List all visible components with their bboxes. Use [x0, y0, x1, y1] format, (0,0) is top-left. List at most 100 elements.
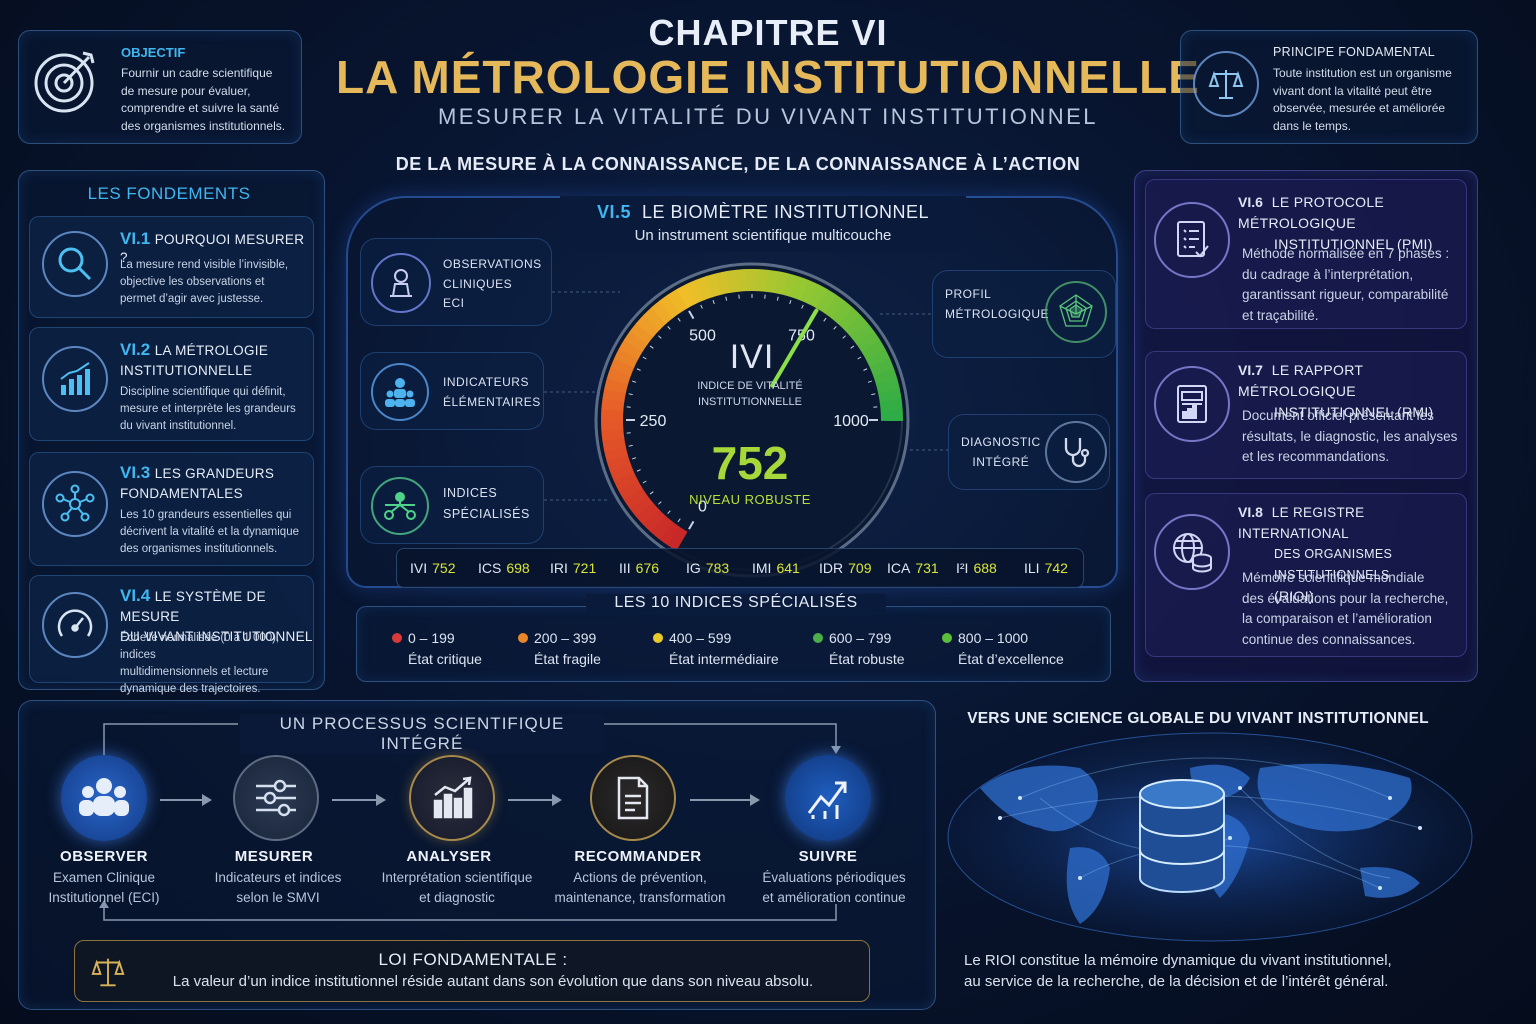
card-vi7[interactable]: VI.7 LE RAPPORT MÉTROLOGIQUE INSTITUTIONN… — [1145, 351, 1467, 479]
scales-icon — [1193, 51, 1259, 117]
legend-title: LES 10 INDICES SPÉCIALISÉS — [586, 594, 886, 612]
gauge-tick — [628, 444, 633, 447]
report-icon — [1154, 366, 1230, 442]
index-item-3[interactable]: III 676 — [619, 552, 659, 584]
index-item-1[interactable]: ICS 698 — [478, 552, 530, 584]
index-name: ICA — [887, 560, 911, 576]
legend-dot — [813, 633, 823, 643]
legend-dot — [653, 633, 663, 643]
index-name: IRI — [550, 560, 568, 576]
index-value: 742 — [1044, 560, 1068, 576]
fondement-card-vi4[interactable]: VI.4 LE SYSTÈME DE MESURE DU VIVANT INSTI… — [29, 575, 314, 695]
fondement-card-vi2[interactable]: VI.2 LA MÉTROLOGIE INSTITUTIONNELLE Disci… — [29, 327, 314, 441]
principe-title: PRINCIPE FONDAMENTAL — [1273, 45, 1436, 59]
fondement-num: VI.3 — [120, 463, 151, 482]
input-observations[interactable]: OBSERVATIONS CLINIQUES ECI — [360, 238, 552, 326]
fondement-title: LE SYSTÈME DE MESURE — [120, 589, 266, 624]
gauge-caption: INDICE DE VITALITÉ INSTITUTIONNELLE — [697, 380, 803, 408]
gauge-tick — [658, 501, 662, 505]
people-icon — [371, 363, 429, 421]
gauge-tick — [636, 469, 641, 472]
step-recommander-icon[interactable] — [590, 755, 676, 841]
step-arrow — [508, 794, 562, 806]
step-mesurer-icon[interactable] — [233, 755, 319, 841]
target-icon — [31, 45, 101, 115]
input-indices[interactable]: INDICES SPÉCIALISÉS — [360, 466, 544, 544]
index-value: 698 — [506, 560, 530, 576]
fondement-num: VI.2 — [120, 340, 151, 359]
legend-dot — [942, 633, 952, 643]
index-item-8[interactable]: I²I 688 — [956, 552, 997, 584]
index-value: 676 — [635, 560, 660, 576]
global-text: Le RIOI constitue la mémoire dynamique d… — [964, 952, 1392, 990]
network-icon — [42, 471, 108, 537]
step-suivre-icon[interactable] — [785, 755, 871, 841]
biometre-title: LE BIOMÈTRE INSTITUTIONNEL — [642, 202, 930, 222]
card-title: LE RAPPORT MÉTROLOGIQUE — [1238, 362, 1363, 399]
gauge-tick-label: 500 — [689, 327, 716, 344]
index-item-4[interactable]: IG 783 — [686, 552, 729, 584]
legend-label: État intermédiaire — [669, 651, 779, 667]
world-map — [947, 732, 1473, 942]
gauge-tick — [801, 304, 804, 309]
tagline: DE LA MESURE À LA CONNAISSANCE, DE LA CO… — [395, 154, 1081, 174]
index-value: 752 — [432, 560, 456, 576]
fondement-title: LA MÉTROLOGIE — [154, 343, 269, 358]
output-profil[interactable]: PROFIL MÉTROLOGIQUE — [932, 270, 1116, 358]
index-item-0[interactable]: IVI 752 — [410, 552, 455, 584]
index-strip — [396, 548, 1084, 588]
stethoscope-icon — [1045, 421, 1107, 483]
step-title: ANALYSER — [406, 848, 492, 865]
step-title: MESURER — [234, 848, 314, 865]
gauge-tick — [649, 345, 654, 349]
card-title: LE PROTOCOLE MÉTROLOGIQUE — [1238, 194, 1385, 231]
loi-text: La valeur d’un indice institutionnel rés… — [172, 973, 814, 990]
index-item-2[interactable]: IRI 721 — [550, 552, 596, 584]
index-item-9[interactable]: ILI 742 — [1024, 552, 1068, 584]
index-item-6[interactable]: IDR 709 — [819, 552, 871, 584]
legend-range: 600 – 799 — [829, 630, 892, 646]
fondement-title: POURQUOI MESURER ? — [120, 232, 305, 265]
global-title: VERS UNE SCIENCE GLOBALE DU VIVANT INSTI… — [967, 710, 1429, 727]
index-item-7[interactable]: ICA 731 — [887, 552, 939, 584]
gauge-tick — [789, 300, 792, 305]
biometre-num: VI.5 — [596, 202, 631, 222]
radar-icon — [1045, 281, 1107, 343]
step-desc: Examen Clinique Institutionnel (ECI) — [48, 870, 160, 905]
output-diagnostic[interactable]: DIAGNOSTIC INTÉGRÉ — [948, 414, 1110, 490]
gauge-tick — [642, 480, 647, 484]
fondement-card-vi1[interactable]: VI.1 POURQUOI MESURER ? La mesure rend v… — [29, 216, 314, 318]
legend-range: 0 – 199 — [408, 630, 455, 646]
input-indicateurs[interactable]: INDICATEURS ÉLÉMENTAIRES — [360, 352, 544, 430]
step-analyser-icon[interactable] — [409, 755, 495, 841]
gauge-tick — [725, 296, 728, 301]
card-text: Mémoire scientifique mondiale des évaluat… — [1242, 570, 1449, 647]
gauge-tick — [871, 393, 876, 396]
card-text: Document officiel présentant les résultat… — [1242, 408, 1458, 464]
gauge-tick — [863, 368, 868, 371]
gauge-tick — [842, 335, 846, 339]
gauge-tick — [649, 491, 654, 495]
index-item-5[interactable]: IMI 641 — [752, 552, 800, 584]
gauge-tick — [823, 317, 827, 322]
gauge-tick — [642, 356, 647, 360]
hub-icon — [371, 477, 429, 535]
legend-item-2: 400 – 599 État intermédiaire — [653, 628, 779, 670]
card-vi6[interactable]: VI.6 LE PROTOCOLE MÉTROLOGIQUE INSTITUTIO… — [1145, 179, 1467, 329]
card-num: VI.7 — [1238, 362, 1263, 378]
gauge-tick-label: 0 — [698, 499, 707, 516]
gauge-tick — [867, 380, 872, 383]
index-name: ICS — [478, 560, 502, 576]
gauge-tick — [700, 304, 703, 309]
gauge-tick — [850, 345, 855, 349]
card-vi8[interactable]: VI.8 LE REGISTRE INTERNATIONAL DES ORGANI… — [1145, 493, 1467, 657]
fondement-num: VI.1 — [120, 229, 151, 248]
step-observer-icon[interactable] — [61, 755, 147, 841]
card-num: VI.8 — [1238, 504, 1263, 520]
index-value: 783 — [705, 560, 730, 576]
card-num: VI.6 — [1238, 194, 1263, 210]
step-title: OBSERVER — [60, 848, 148, 865]
fondement-card-vi3[interactable]: VI.3 LES GRANDEURS FONDAMENTALES Les 10 g… — [29, 452, 314, 566]
